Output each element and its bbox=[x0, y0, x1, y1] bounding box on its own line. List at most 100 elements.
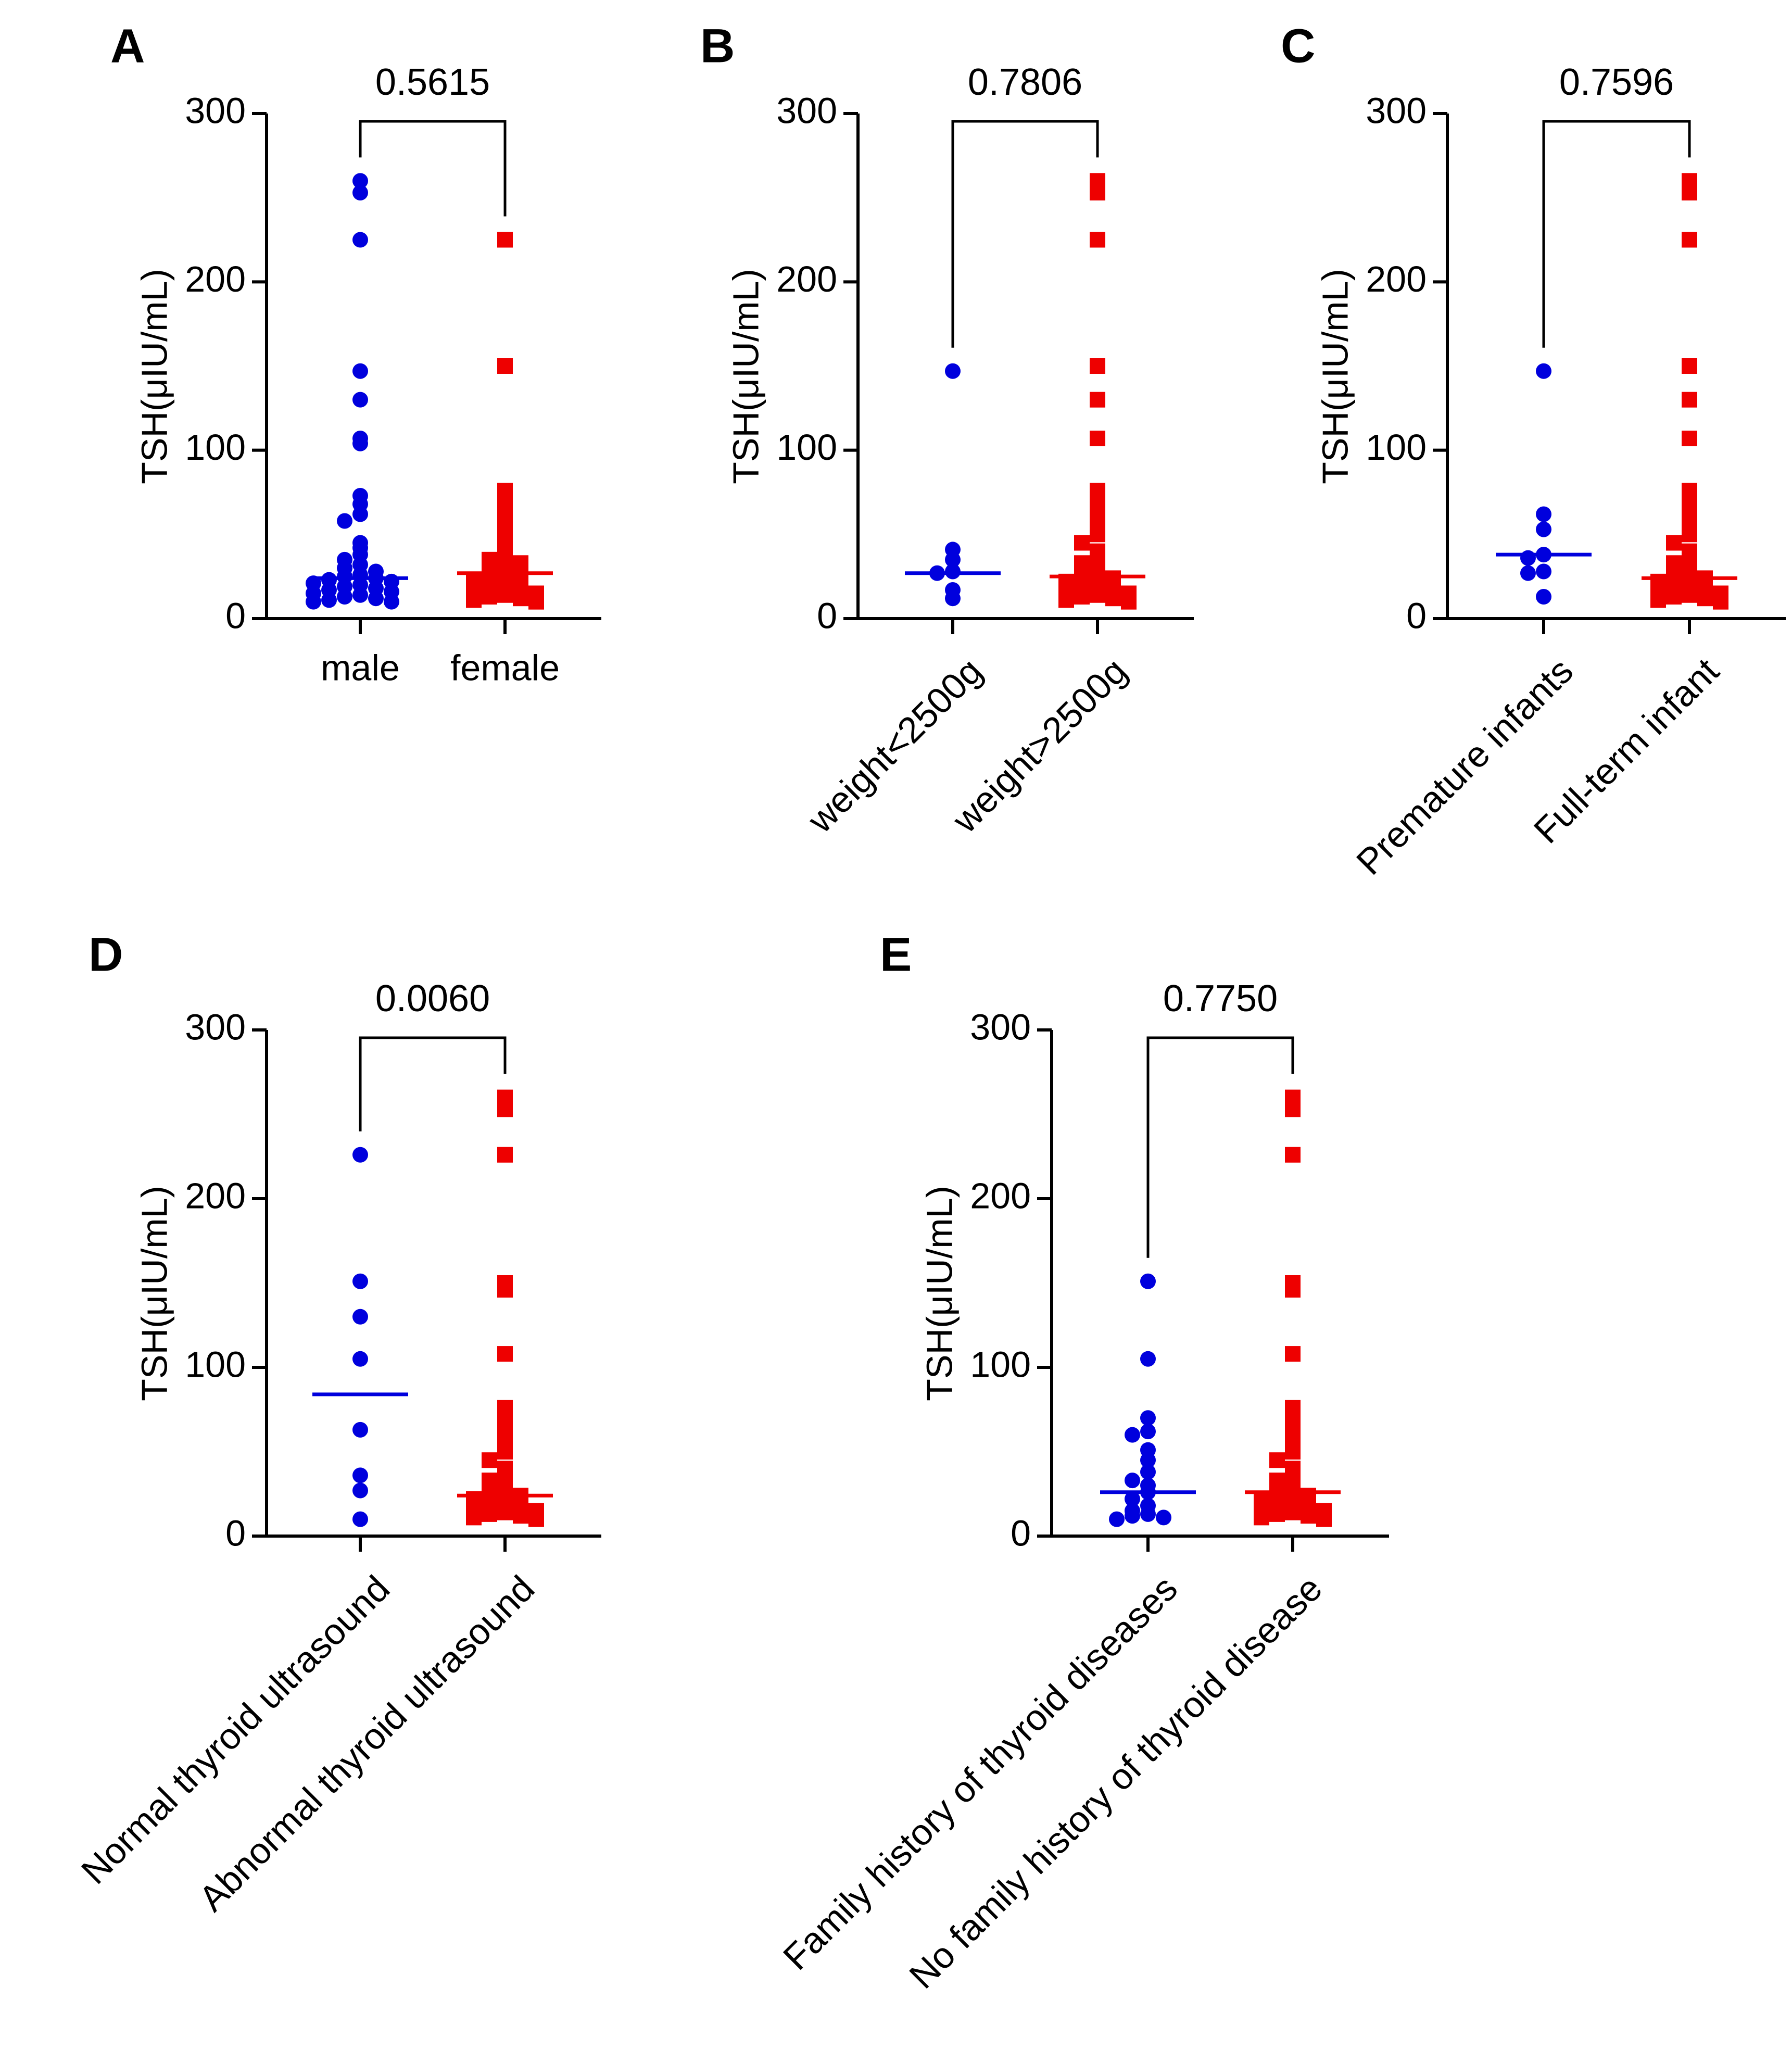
data-point bbox=[1666, 535, 1682, 551]
y-tick-label: 300 bbox=[185, 1007, 246, 1047]
data-point bbox=[352, 1351, 368, 1367]
p-value-label: 0.7750 bbox=[1163, 978, 1278, 1020]
panel-letter: C bbox=[1281, 19, 1315, 72]
y-tick-label: 0 bbox=[817, 595, 837, 636]
data-point bbox=[945, 363, 961, 379]
y-tick-label: 200 bbox=[1366, 259, 1427, 299]
data-point bbox=[352, 184, 368, 200]
data-point bbox=[1090, 392, 1105, 408]
data-point bbox=[1140, 1410, 1156, 1426]
significance-bracket bbox=[1146, 1036, 1294, 1258]
data-point bbox=[352, 392, 368, 408]
data-point bbox=[1090, 587, 1105, 603]
significance-bracket bbox=[359, 120, 507, 217]
y-tick-label: 200 bbox=[776, 259, 837, 299]
data-point bbox=[1090, 184, 1105, 200]
data-point bbox=[497, 1147, 513, 1163]
p-value-label: 0.0060 bbox=[375, 978, 490, 1020]
y-axis-label: TSH(μIU/mL) bbox=[725, 269, 766, 484]
data-point bbox=[482, 588, 497, 605]
data-point bbox=[1140, 1452, 1156, 1468]
data-point bbox=[1682, 358, 1697, 374]
data-point bbox=[352, 506, 368, 522]
data-point bbox=[528, 1511, 544, 1527]
panel-a: A 0 100 200 300 TSH(μIU/mL) male female 0.5615 bbox=[110, 19, 601, 688]
y-axis-label: TSH(μIU/mL) bbox=[134, 269, 174, 484]
panel-letter: B bbox=[700, 19, 735, 72]
data-point bbox=[1301, 1508, 1316, 1524]
y-tick-label: 200 bbox=[185, 259, 246, 299]
data-point bbox=[1105, 590, 1121, 607]
data-point bbox=[1666, 588, 1682, 605]
y-tick-label: 100 bbox=[185, 427, 246, 468]
data-point bbox=[352, 1309, 368, 1325]
category-label: female bbox=[450, 647, 560, 688]
data-point bbox=[513, 590, 528, 607]
p-value-label: 0.7596 bbox=[1559, 61, 1674, 103]
data-point bbox=[1285, 1101, 1301, 1117]
data-point bbox=[1316, 1511, 1332, 1527]
data-point bbox=[497, 1346, 513, 1362]
data-point bbox=[466, 1510, 482, 1526]
y-tick-label: 0 bbox=[225, 1513, 246, 1553]
data-point bbox=[1285, 1281, 1301, 1298]
data-point bbox=[337, 513, 352, 529]
y-tick-label: 200 bbox=[970, 1175, 1031, 1216]
data-point bbox=[1121, 594, 1137, 610]
data-point bbox=[1713, 594, 1728, 610]
data-point bbox=[352, 1422, 368, 1438]
y-tick-label: 200 bbox=[185, 1175, 246, 1216]
data-point bbox=[1269, 1452, 1285, 1468]
data-point bbox=[352, 363, 368, 379]
y-tick-label: 300 bbox=[970, 1007, 1031, 1047]
data-point bbox=[1285, 1504, 1301, 1520]
data-point bbox=[306, 594, 321, 610]
data-point bbox=[513, 1508, 528, 1524]
data-point bbox=[497, 1281, 513, 1298]
data-point bbox=[1125, 1508, 1140, 1524]
y-tick-label: 100 bbox=[970, 1344, 1031, 1385]
y-tick-label: 100 bbox=[776, 427, 837, 468]
data-point bbox=[352, 1482, 368, 1499]
data-point bbox=[482, 1506, 497, 1522]
panel-b: B0100200300TSH(μIU/mL)weight<2500gweight… bbox=[700, 19, 1194, 841]
y-axis-label: TSH(μIU/mL) bbox=[134, 1186, 174, 1401]
data-point bbox=[1140, 1464, 1156, 1480]
category-label: Normal thyroid ultrasound bbox=[73, 1568, 397, 1892]
data-point bbox=[1090, 526, 1105, 543]
data-point bbox=[1536, 521, 1551, 537]
data-point bbox=[352, 1467, 368, 1483]
data-point bbox=[1682, 392, 1697, 408]
data-point bbox=[384, 594, 399, 610]
data-point bbox=[497, 547, 513, 563]
y-tick-label: 0 bbox=[1406, 595, 1427, 636]
data-point bbox=[1697, 590, 1713, 607]
data-point bbox=[1254, 1510, 1269, 1526]
data-point bbox=[1520, 550, 1536, 566]
data-point bbox=[1140, 1506, 1156, 1522]
data-point bbox=[1090, 431, 1105, 447]
data-point bbox=[1536, 588, 1551, 605]
panel-letter: D bbox=[89, 928, 123, 981]
data-point bbox=[1682, 232, 1697, 248]
y-tick-label: 100 bbox=[1366, 427, 1427, 468]
data-point bbox=[497, 1101, 513, 1117]
data-point bbox=[352, 1273, 368, 1289]
y-tick-label: 300 bbox=[1366, 90, 1427, 131]
category-label: Premature infants bbox=[1348, 650, 1581, 883]
p-value-label: 0.5615 bbox=[375, 61, 490, 103]
significance-bracket bbox=[1542, 120, 1691, 348]
data-point bbox=[1536, 506, 1551, 522]
data-point bbox=[1650, 592, 1666, 608]
data-point bbox=[1682, 526, 1697, 543]
data-point bbox=[1269, 1506, 1285, 1522]
data-point bbox=[945, 590, 961, 607]
data-point bbox=[368, 590, 384, 607]
y-tick-label: 0 bbox=[225, 595, 246, 636]
panel-d: D 0 100 200 300 TSH(μIU/mL) Normal thyroid ult… bbox=[73, 928, 601, 1919]
data-point bbox=[497, 232, 513, 248]
data-point bbox=[1090, 358, 1105, 374]
data-point bbox=[1536, 363, 1551, 379]
